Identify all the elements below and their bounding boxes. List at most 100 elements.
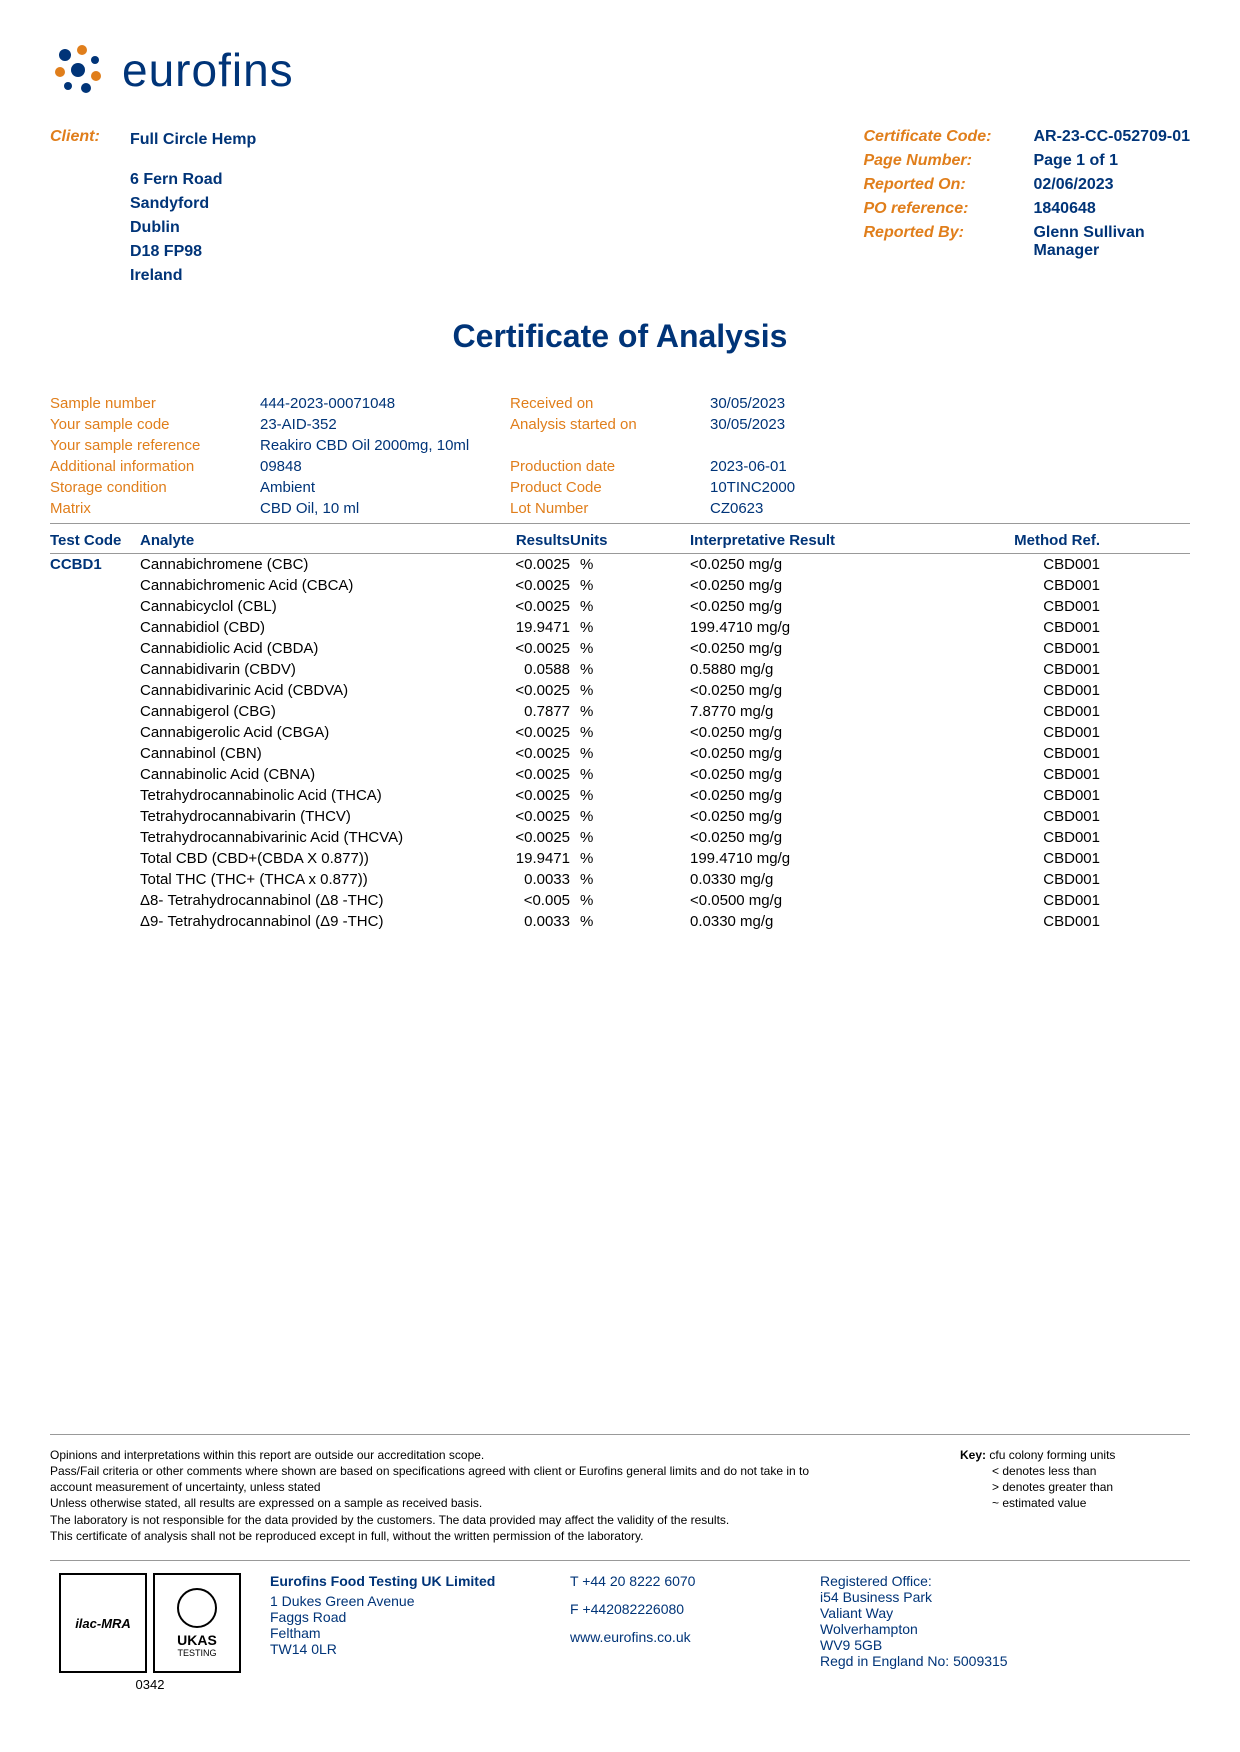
cell-testcode xyxy=(50,829,140,846)
table-row: Tetrahydrocannabivarinic Acid (THCVA)<0.… xyxy=(50,827,1190,848)
cell-analyte: Cannabinolic Acid (CBNA) xyxy=(140,766,470,783)
cell-interp: <0.0250 mg/g xyxy=(640,724,920,741)
meta-label: Storage condition xyxy=(50,479,260,496)
cell-units: % xyxy=(570,703,640,720)
key-1: < denotes less than xyxy=(960,1463,1190,1479)
cell-analyte: Tetrahydrocannabivarinic Acid (THCVA) xyxy=(140,829,470,846)
cell-testcode xyxy=(50,808,140,825)
cell-units: % xyxy=(570,640,640,657)
cert-value: AR-23-CC-052709-01 xyxy=(1033,128,1190,146)
cell-result: 0.7877 xyxy=(470,703,570,720)
cell-method: CBD001 xyxy=(920,850,1100,867)
meta-value: 30/05/2023 xyxy=(710,416,930,433)
cell-interp: <0.0250 mg/g xyxy=(640,640,920,657)
table-row: Total THC (THC+ (THCA x 0.877))0.0033%0.… xyxy=(50,869,1190,890)
table-row: Total CBD (CBD+(CBDA X 0.877))19.9471%19… xyxy=(50,848,1190,869)
meta-grid: Sample number444-2023-00071048Received o… xyxy=(50,395,1190,524)
cell-method: CBD001 xyxy=(920,724,1100,741)
cert-value: 02/06/2023 xyxy=(1033,176,1113,194)
table-row: Cannabidivarinic Acid (CBDVA)<0.0025%<0.… xyxy=(50,680,1190,701)
cell-analyte: Cannabigerolic Acid (CBGA) xyxy=(140,724,470,741)
cell-interp: 199.4710 mg/g xyxy=(640,850,920,867)
cell-method: CBD001 xyxy=(920,577,1100,594)
meta-value xyxy=(710,437,930,454)
client-addr2: Sandyford xyxy=(130,192,256,216)
ilac-badge: ilac-MRA xyxy=(59,1573,147,1673)
cell-analyte: Tetrahydrocannabivarin (THCV) xyxy=(140,808,470,825)
cell-analyte: Total CBD (CBD+(CBDA X 0.877)) xyxy=(140,850,470,867)
cell-result: 0.0588 xyxy=(470,661,570,678)
footer: Opinions and interpretations within this… xyxy=(50,1434,1190,1692)
client-addr5: Ireland xyxy=(130,264,256,288)
key-2: > denotes greater than xyxy=(960,1479,1190,1495)
cell-interp: <0.0500 mg/g xyxy=(640,892,920,909)
regoffice-title: Registered Office: xyxy=(820,1573,1080,1589)
table-row: Δ8- Tetrahydrocannabinol (Δ8 -THC)<0.005… xyxy=(50,890,1190,911)
th-analyte: Analyte xyxy=(140,532,470,549)
cell-interp: <0.0250 mg/g xyxy=(640,577,920,594)
cell-analyte: Cannabigerol (CBG) xyxy=(140,703,470,720)
cell-analyte: Δ8- Tetrahydrocannabinol (Δ8 -THC) xyxy=(140,892,470,909)
cell-testcode xyxy=(50,766,140,783)
contact-info: T +44 20 8222 6070 F +442082226080 www.e… xyxy=(570,1573,800,1645)
cell-result: <0.0025 xyxy=(470,682,570,699)
cell-units: % xyxy=(570,850,640,867)
cert-label: Reported By: xyxy=(863,224,1033,260)
cell-testcode xyxy=(50,787,140,804)
cell-result: <0.0025 xyxy=(470,745,570,762)
cell-testcode xyxy=(50,577,140,594)
cell-analyte: Cannabicyclol (CBL) xyxy=(140,598,470,615)
cell-interp: 7.8770 mg/g xyxy=(640,703,920,720)
accreditation-badges: ilac-MRA UKAS TESTING 0342 xyxy=(50,1573,250,1692)
cert-label: PO reference: xyxy=(863,200,1033,218)
cell-units: % xyxy=(570,766,640,783)
meta-value: Reakiro CBD Oil 2000mg, 10ml xyxy=(260,437,510,454)
meta-value: 23-AID-352 xyxy=(260,416,510,433)
cell-result: <0.0025 xyxy=(470,829,570,846)
key-3: ~ estimated value xyxy=(960,1495,1190,1511)
cell-testcode: CCBD1 xyxy=(50,556,140,573)
table-row: Cannabichromenic Acid (CBCA)<0.0025%<0.0… xyxy=(50,575,1190,596)
cell-analyte: Cannabichromene (CBC) xyxy=(140,556,470,573)
meta-label: Additional information xyxy=(50,458,260,475)
table-header: Test Code Analyte Results Units Interpre… xyxy=(50,528,1190,554)
cell-result: <0.0025 xyxy=(470,556,570,573)
cell-method: CBD001 xyxy=(920,913,1100,930)
cell-method: CBD001 xyxy=(920,871,1100,888)
website-link[interactable]: www.eurofins.co.uk xyxy=(570,1629,800,1645)
cell-method: CBD001 xyxy=(920,661,1100,678)
disclaimer-line: This certificate of analysis shall not b… xyxy=(50,1528,850,1544)
cell-result: <0.0025 xyxy=(470,787,570,804)
table-row: Tetrahydrocannabinolic Acid (THCA)<0.002… xyxy=(50,785,1190,806)
cell-units: % xyxy=(570,745,640,762)
cell-result: <0.0025 xyxy=(470,724,570,741)
cell-analyte: Cannabichromenic Acid (CBCA) xyxy=(140,577,470,594)
cell-testcode xyxy=(50,619,140,636)
disclaimer-line: Opinions and interpretations within this… xyxy=(50,1447,850,1463)
th-method: Method Ref. xyxy=(920,532,1100,549)
cert-label: Page Number: xyxy=(863,152,1033,170)
cell-interp: <0.0250 mg/g xyxy=(640,556,920,573)
table-row: Cannabicyclol (CBL)<0.0025%<0.0250 mg/gC… xyxy=(50,596,1190,617)
cell-result: 19.9471 xyxy=(470,619,570,636)
cell-interp: <0.0250 mg/g xyxy=(640,787,920,804)
cell-interp: <0.0250 mg/g xyxy=(640,766,920,783)
key-legend: Key: cfu colony forming units < denotes … xyxy=(960,1447,1190,1544)
cert-value: Page 1 of 1 xyxy=(1033,152,1117,170)
logo-icon xyxy=(50,40,110,100)
cell-interp: 0.0330 mg/g xyxy=(640,913,920,930)
table-row: Cannabinolic Acid (CBNA)<0.0025%<0.0250 … xyxy=(50,764,1190,785)
cell-testcode xyxy=(50,724,140,741)
cell-result: <0.0025 xyxy=(470,640,570,657)
cell-testcode xyxy=(50,850,140,867)
cell-result: <0.0025 xyxy=(470,598,570,615)
cell-analyte: Cannabidivarin (CBDV) xyxy=(140,661,470,678)
th-results: Results xyxy=(470,532,570,549)
cell-interp: 199.4710 mg/g xyxy=(640,619,920,636)
meta-value: Ambient xyxy=(260,479,510,496)
cell-interp: <0.0250 mg/g xyxy=(640,808,920,825)
cell-interp: <0.0250 mg/g xyxy=(640,829,920,846)
fax: F +442082226080 xyxy=(570,1601,800,1617)
cell-units: % xyxy=(570,661,640,678)
cell-units: % xyxy=(570,871,640,888)
